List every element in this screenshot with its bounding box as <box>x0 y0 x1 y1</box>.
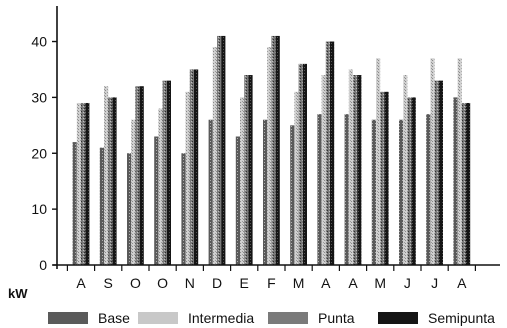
bar-intermedia-4 <box>185 91 190 265</box>
bar-intermedia-0 <box>76 102 81 265</box>
legend-item-semipunta: Semipunta <box>378 308 495 328</box>
bar-semipunta-11 <box>384 91 389 265</box>
bar-semipunta-0 <box>85 102 90 265</box>
bar-punta-3 <box>162 80 167 265</box>
x-tick-label-11: M <box>374 275 386 291</box>
legend-swatch-base <box>48 312 88 324</box>
bars-group <box>72 35 471 266</box>
bar-base-3 <box>154 136 159 265</box>
bar-punta-4 <box>189 69 194 266</box>
bar-intermedia-8 <box>294 91 299 265</box>
legend-label-base: Base <box>98 310 130 326</box>
x-tick-label-7: F <box>267 275 276 291</box>
y-tick-label-10: 10 <box>31 201 47 217</box>
bar-base-13 <box>426 114 431 266</box>
legend-swatch-punta <box>268 312 308 324</box>
y-tick-label-20: 20 <box>31 145 47 161</box>
bar-semipunta-13 <box>438 80 443 265</box>
x-tick-label-4: N <box>185 275 195 291</box>
bar-base-12 <box>399 119 404 266</box>
bar-semipunta-4 <box>194 69 199 266</box>
x-tick-label-9: A <box>321 275 331 291</box>
bar-punta-14 <box>461 102 466 265</box>
bar-intermedia-10 <box>348 69 353 266</box>
bar-semipunta-1 <box>112 97 117 265</box>
bar-intermedia-3 <box>158 108 163 265</box>
legend-item-punta: Punta <box>268 308 355 328</box>
bar-semipunta-14 <box>466 102 471 265</box>
x-tick-label-8: M <box>293 275 305 291</box>
bar-semipunta-5 <box>221 35 226 266</box>
bar-intermedia-5 <box>212 47 217 265</box>
bar-semipunta-9 <box>330 41 335 265</box>
bar-semipunta-7 <box>275 35 280 266</box>
y-tick-label-30: 30 <box>31 89 47 105</box>
bar-base-8 <box>290 125 295 265</box>
bar-base-6 <box>235 136 240 265</box>
bar-intermedia-13 <box>430 58 435 265</box>
bar-base-4 <box>181 153 186 265</box>
bar-intermedia-12 <box>403 75 408 265</box>
x-tick-label-6: E <box>240 275 249 291</box>
bar-intermedia-14 <box>457 58 462 265</box>
legend-swatch-intermedia <box>138 312 178 324</box>
bar-base-9 <box>317 114 322 266</box>
bar-intermedia-11 <box>376 58 381 265</box>
bar-semipunta-3 <box>166 80 171 265</box>
bar-intermedia-9 <box>321 75 326 265</box>
legend-item-base: Base <box>48 308 130 328</box>
x-tick-label-5: D <box>212 275 222 291</box>
legend-item-intermedia: Intermedia <box>138 308 254 328</box>
legend: Base Intermedia Punta Semipunta <box>0 308 507 328</box>
y-tick-label-0: 0 <box>39 257 47 273</box>
bar-punta-13 <box>434 80 439 265</box>
bar-base-5 <box>208 119 213 266</box>
bar-punta-9 <box>325 41 330 265</box>
legend-label-punta: Punta <box>318 310 355 326</box>
bar-semipunta-6 <box>248 75 253 265</box>
bar-intermedia-7 <box>267 47 272 265</box>
bar-punta-7 <box>271 35 276 266</box>
x-tick-label-2: O <box>130 275 141 291</box>
legend-label-semipunta: Semipunta <box>428 310 495 326</box>
x-tick-label-1: S <box>104 275 113 291</box>
x-tick-label-3: O <box>157 275 168 291</box>
bar-semipunta-8 <box>302 63 307 266</box>
bar-punta-12 <box>407 97 412 265</box>
bar-punta-2 <box>135 86 140 265</box>
bar-base-10 <box>344 114 349 266</box>
bar-punta-0 <box>81 102 86 265</box>
x-tick-label-13: J <box>431 275 438 291</box>
x-tick-label-12: J <box>404 275 411 291</box>
bar-punta-6 <box>244 75 249 265</box>
x-tick-label-0: A <box>76 275 86 291</box>
bar-intermedia-2 <box>131 119 136 266</box>
bar-punta-11 <box>380 91 385 265</box>
x-tick-label-14: A <box>457 275 467 291</box>
bar-base-14 <box>453 97 458 265</box>
x-tick-label-10: A <box>348 275 358 291</box>
bar-punta-10 <box>353 75 358 265</box>
legend-swatch-semipunta <box>378 312 418 324</box>
bar-semipunta-10 <box>357 75 362 265</box>
bar-base-7 <box>263 119 268 266</box>
y-axis-label: kW <box>8 286 28 301</box>
bar-base-11 <box>371 119 376 266</box>
bar-base-1 <box>99 147 104 265</box>
bar-semipunta-2 <box>139 86 144 265</box>
bar-base-2 <box>127 153 132 265</box>
bar-intermedia-6 <box>240 97 245 265</box>
legend-label-intermedia: Intermedia <box>188 310 255 326</box>
bar-intermedia-1 <box>104 86 109 265</box>
y-tick-label-40: 40 <box>31 34 47 50</box>
bar-punta-8 <box>298 63 303 266</box>
bar-base-0 <box>72 142 77 265</box>
bar-punta-5 <box>217 35 222 266</box>
bar-punta-1 <box>108 97 113 265</box>
bar-semipunta-12 <box>411 97 416 265</box>
